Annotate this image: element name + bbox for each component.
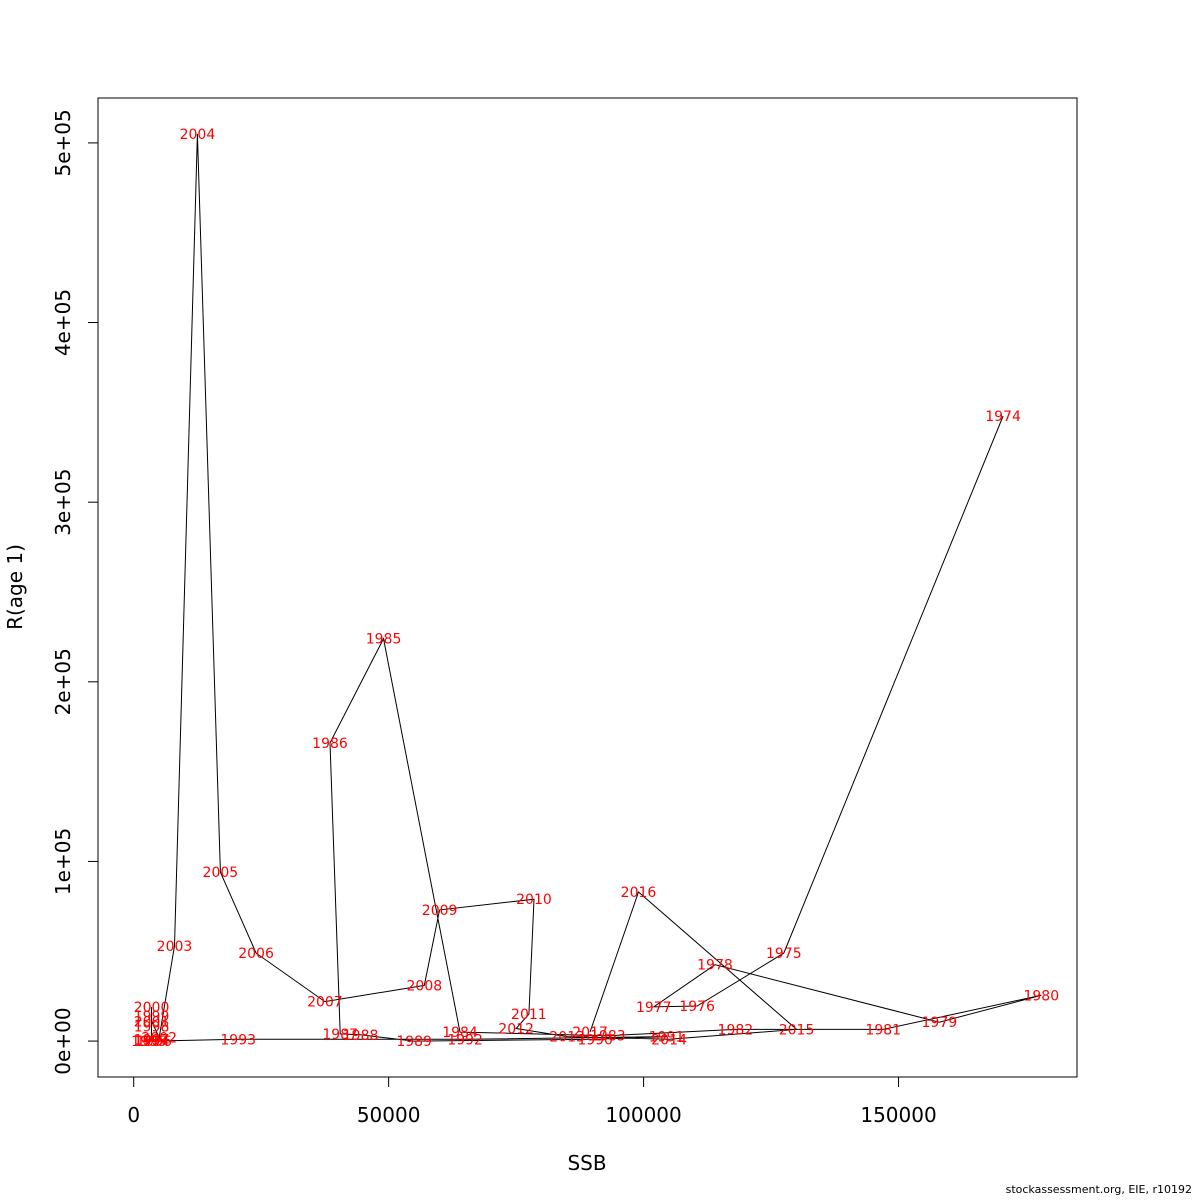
point-label-1998: 1998 [134,1020,170,1036]
point-label-1980: 1980 [1023,988,1059,1004]
y-tick-label: 1e+05 [51,828,75,895]
point-label-2004: 2004 [180,127,216,143]
point-label-1987: 1987 [322,1027,358,1043]
point-label-1978: 1978 [697,958,733,974]
point-label-2017: 2017 [572,1025,608,1041]
point-label-1989: 1989 [396,1034,432,1050]
x-tick-label: 50000 [357,1103,421,1127]
x-tick-label: 150000 [860,1103,936,1127]
point-label-1976: 1976 [679,999,715,1015]
point-label-1981: 1981 [865,1022,901,1038]
point-label-2005: 2005 [203,865,239,881]
point-label-1991: 1991 [649,1030,685,1046]
point-label-2014: 2014 [651,1032,687,1048]
point-label-1985: 1985 [366,632,402,648]
point-label-2012: 2012 [498,1021,534,1037]
point-label-1983: 1983 [590,1029,626,1045]
x-tick-label: 0 [127,1103,140,1127]
point-label-1997: 1997 [134,1032,170,1048]
point-label-2001: 2001 [134,1014,170,1030]
credit-text: stockassessment.org, EIE, r10192 [1005,1183,1192,1196]
point-label-2009: 2009 [422,903,458,919]
point-label-1988: 1988 [343,1028,379,1044]
series-line [149,133,1042,1042]
y-tick-label: 3e+05 [51,469,75,536]
point-label-1974: 1974 [985,409,1021,425]
point-label-1979: 1979 [922,1015,958,1031]
x-axis: 0 50000 100000 150000 [127,1076,937,1127]
y-axis-title: R(age 1) [3,544,27,630]
point-label-2011: 2011 [511,1007,547,1023]
point-label-1996: 1996 [136,1034,172,1050]
x-tick-label: 100000 [605,1103,681,1127]
point-label-2010: 2010 [516,892,552,908]
y-tick-label: 5e+05 [51,109,75,176]
point-label-1984: 1984 [442,1025,478,1041]
point-label-1977: 1977 [636,1000,672,1016]
point-label-2013: 2013 [549,1030,585,1046]
point-label-1994: 1994 [134,1034,170,1050]
point-label-1995: 1995 [131,1034,167,1050]
point-label-1982: 1982 [718,1022,754,1038]
point-label-2006: 2006 [238,946,274,962]
y-axis: 0e+00 1e+05 2e+05 3e+05 4e+05 5e+05 [51,109,99,1075]
point-label-2002: 2002 [141,1030,177,1046]
point-label-2016: 2016 [621,885,657,901]
y-tick-label: 4e+05 [51,289,75,356]
x-axis-title: SSB [567,1151,606,1175]
point-label-2003: 2003 [157,939,193,955]
point-label-1990: 1990 [577,1032,613,1048]
point-label-1975: 1975 [766,946,802,962]
point-label-2007: 2007 [307,995,343,1011]
point-label-2000: 2000 [134,1000,170,1016]
plot-frame [97,97,1078,1078]
point-label-1999: 1999 [134,1009,170,1025]
y-tick-label: 0e+00 [51,1007,75,1074]
point-label-2008: 2008 [407,978,443,994]
point-labels: 1974 1975 1976 1977 1978 1979 1980 1981 1982 1983… [131,127,1059,1050]
point-label-2015: 2015 [779,1022,815,1038]
point-label-1992: 1992 [447,1032,483,1048]
point-label-1986: 1986 [312,736,348,752]
y-tick-label: 2e+05 [51,648,75,715]
point-label-1993: 1993 [220,1032,256,1048]
